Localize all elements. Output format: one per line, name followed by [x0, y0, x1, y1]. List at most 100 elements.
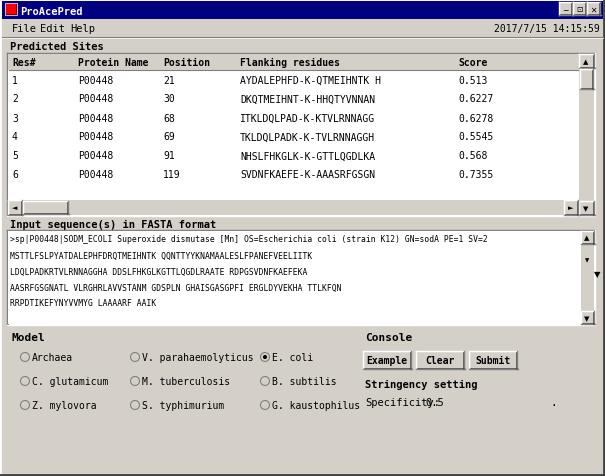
- Text: Protein Name: Protein Name: [78, 58, 148, 68]
- Text: 68: 68: [163, 113, 175, 123]
- Text: P00448: P00448: [78, 75, 113, 85]
- Text: 0.6227: 0.6227: [458, 94, 493, 104]
- Circle shape: [261, 377, 269, 386]
- Circle shape: [131, 353, 140, 362]
- Bar: [2, 2, 603, 20]
- Text: 6: 6: [12, 170, 18, 180]
- Text: ✕: ✕: [590, 6, 597, 14]
- Text: C. glutamicum: C. glutamicum: [32, 376, 108, 386]
- Text: P00448: P00448: [78, 113, 113, 123]
- Bar: [8, 55, 594, 216]
- Bar: [581, 311, 594, 324]
- Text: Edit: Edit: [40, 24, 65, 34]
- Bar: [6, 5, 16, 15]
- Text: Stringency setting: Stringency setting: [365, 379, 477, 389]
- Text: ◄: ◄: [12, 205, 18, 210]
- Text: Z. mylovora: Z. mylovora: [32, 400, 97, 410]
- Text: P00448: P00448: [78, 132, 113, 142]
- Text: 69: 69: [163, 132, 175, 142]
- Text: 21: 21: [163, 75, 175, 85]
- Bar: [559, 3, 572, 16]
- Text: 30: 30: [163, 94, 175, 104]
- Text: ▼: ▼: [583, 206, 589, 211]
- Text: SVDNFKAEFE-K-AAASRFGSGN: SVDNFKAEFE-K-AAASRFGSGN: [240, 170, 375, 180]
- Bar: [416, 351, 464, 369]
- Bar: [564, 200, 578, 216]
- Circle shape: [21, 353, 30, 362]
- Text: Submit: Submit: [476, 355, 511, 365]
- Text: 2: 2: [12, 94, 18, 104]
- Text: 2017/7/15 14:15:59: 2017/7/15 14:15:59: [494, 24, 600, 34]
- Circle shape: [261, 353, 269, 362]
- Text: ▲: ▲: [584, 235, 590, 240]
- Text: File: File: [12, 24, 37, 34]
- Text: Score: Score: [458, 58, 488, 68]
- Text: Clear: Clear: [425, 355, 455, 365]
- Text: 0.6278: 0.6278: [458, 113, 493, 123]
- Text: DKQTMEIHNT-K-HHQTYVNNAN: DKQTMEIHNT-K-HHQTYVNNAN: [240, 94, 375, 104]
- Bar: [8, 200, 579, 216]
- Text: .: .: [550, 397, 557, 407]
- Bar: [469, 351, 517, 369]
- Bar: [573, 3, 586, 16]
- Text: E. coli: E. coli: [272, 352, 313, 362]
- Text: ProAcePred: ProAcePred: [20, 7, 82, 17]
- Circle shape: [21, 377, 30, 386]
- Text: M. tuberculosis: M. tuberculosis: [142, 376, 230, 386]
- Text: 0.7355: 0.7355: [458, 170, 493, 180]
- Bar: [7, 230, 595, 325]
- Text: LDQLPADKRTVLRNNAGGHA DDSLFHKGLKGTTLQGDLRAATE RDPGSVDNFKAEFEKA: LDQLPADKRTVLRNNAGGHA DDSLFHKGLKGTTLQGDLR…: [10, 267, 307, 276]
- Bar: [5, 4, 17, 16]
- Bar: [8, 200, 22, 216]
- Circle shape: [261, 401, 269, 410]
- Text: >sp|P00448|SODM_ECOLI Superoxide dismutase [Mn] OS=Escherichia coli (strain K12): >sp|P00448|SODM_ECOLI Superoxide dismuta…: [10, 235, 488, 244]
- Bar: [8, 55, 579, 71]
- Bar: [579, 201, 594, 216]
- Text: Help: Help: [70, 24, 95, 34]
- Text: G. kaustophilus: G. kaustophilus: [272, 400, 360, 410]
- Text: Specificity:: Specificity:: [365, 397, 440, 407]
- Text: B. subtilis: B. subtilis: [272, 376, 336, 386]
- Text: AASRFGSGNATL VLRGHRLAVVSTANM GDSPLN GHAISGASGPFI ERGLDYVEKHA TTLKFQN: AASRFGSGNATL VLRGHRLAVVSTANM GDSPLN GHAI…: [10, 283, 341, 292]
- Text: Predicted Sites: Predicted Sites: [10, 42, 103, 52]
- Circle shape: [21, 401, 30, 410]
- Circle shape: [131, 401, 140, 410]
- Text: 0.513: 0.513: [458, 75, 488, 85]
- Text: ⊡: ⊡: [577, 6, 583, 14]
- Text: S. typhimurium: S. typhimurium: [142, 400, 224, 410]
- Text: 3: 3: [12, 113, 18, 123]
- Text: ▼: ▼: [585, 258, 589, 263]
- Text: Model: Model: [12, 332, 46, 342]
- Text: P00448: P00448: [78, 151, 113, 161]
- Text: Input sequence(s) in FASTA format: Input sequence(s) in FASTA format: [10, 219, 216, 229]
- Text: Console: Console: [365, 332, 412, 342]
- Text: ►: ►: [568, 205, 574, 210]
- Text: V. parahaemolyticus: V. parahaemolyticus: [142, 352, 253, 362]
- Bar: [587, 3, 600, 16]
- Text: 91: 91: [163, 151, 175, 161]
- Bar: [581, 231, 594, 324]
- Text: 0.568: 0.568: [458, 151, 488, 161]
- Text: ▼: ▼: [584, 315, 590, 321]
- Bar: [23, 201, 68, 215]
- Text: 4: 4: [12, 132, 18, 142]
- Bar: [579, 55, 594, 216]
- Text: Flanking residues: Flanking residues: [240, 58, 340, 68]
- Bar: [581, 231, 594, 245]
- Text: 0.5545: 0.5545: [458, 132, 493, 142]
- Text: 1: 1: [12, 75, 18, 85]
- Text: P00448: P00448: [78, 94, 113, 104]
- Text: 0.5: 0.5: [425, 397, 443, 407]
- Bar: [579, 55, 594, 69]
- Bar: [7, 54, 595, 217]
- Text: P00448: P00448: [78, 170, 113, 180]
- Text: ITKLDQLPAD-K-KTVLRNNAGG: ITKLDQLPAD-K-KTVLRNNAGG: [240, 113, 375, 123]
- Text: RRPDTIKEFYNYVVMYG LAAAARF AAIK: RRPDTIKEFYNYVVMYG LAAAARF AAIK: [10, 299, 156, 308]
- Text: ▼: ▼: [594, 270, 600, 279]
- Circle shape: [131, 377, 140, 386]
- Text: NHSLFHKGLK-K-GTTLQGDLKA: NHSLFHKGLK-K-GTTLQGDLKA: [240, 151, 375, 161]
- Text: ─: ─: [563, 6, 568, 14]
- Text: TKLDQLPADK-K-TVLRNNAGGH: TKLDQLPADK-K-TVLRNNAGGH: [240, 132, 375, 142]
- Text: Res#: Res#: [12, 58, 36, 68]
- Circle shape: [263, 355, 267, 359]
